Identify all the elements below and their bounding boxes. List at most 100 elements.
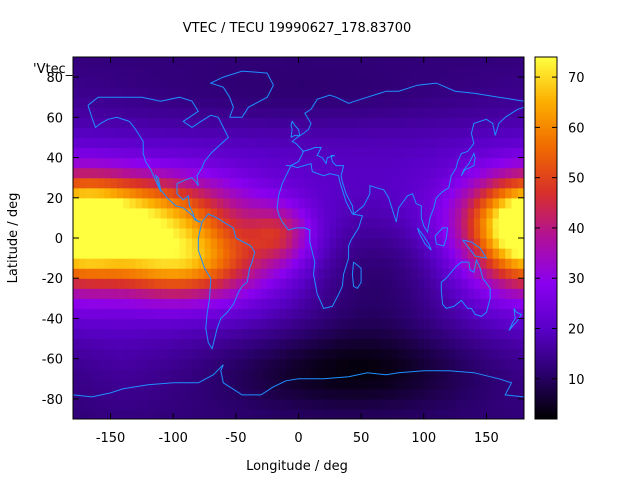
- heatmap-cell: [116, 318, 124, 330]
- heatmap-cell: [386, 157, 394, 169]
- heatmap-cell: [379, 388, 387, 400]
- heatmap-cell: [492, 248, 500, 259]
- heatmap-cell: [210, 87, 218, 98]
- heatmap-cell: [242, 388, 249, 400]
- heatmap-cell: [411, 167, 419, 179]
- heatmap-cell: [98, 187, 105, 199]
- heatmap-cell: [430, 127, 437, 139]
- heatmap-cell: [411, 217, 419, 229]
- chart-title: VTEC / TECU 19990627_178.83700: [183, 21, 412, 36]
- heatmap-cell: [110, 248, 118, 259]
- heatmap-cell: [373, 177, 381, 189]
- heatmap-cell: [104, 318, 112, 330]
- heatmap-cell: [166, 278, 174, 289]
- heatmap-cell: [223, 368, 231, 380]
- heatmap-cell: [267, 368, 275, 380]
- heatmap-cell: [223, 388, 231, 400]
- heatmap-cell: [73, 238, 80, 249]
- heatmap-cell: [267, 258, 275, 269]
- heatmap-cell: [492, 97, 500, 108]
- coastline-path: [462, 239, 488, 259]
- heatmap-cell: [417, 288, 425, 299]
- heatmap-cell: [342, 248, 350, 259]
- heatmap-cell: [373, 217, 381, 229]
- heatmap-cell: [91, 67, 99, 78]
- heatmap-cell: [116, 107, 124, 118]
- heatmap-cell: [417, 348, 425, 360]
- heatmap-cell: [248, 368, 256, 380]
- heatmap-cell: [198, 278, 206, 289]
- heatmap-cell: [436, 378, 444, 390]
- heatmap-cell: [210, 348, 218, 360]
- heatmap-cell: [173, 117, 181, 128]
- heatmap-cell: [141, 348, 149, 360]
- heatmap-cell: [467, 388, 475, 400]
- heatmap-cell: [505, 378, 513, 390]
- heatmap-cell: [348, 308, 356, 320]
- heatmap-cell: [85, 398, 93, 410]
- heatmap-cell: [492, 147, 500, 159]
- heatmap-cell: [223, 137, 231, 149]
- heatmap-cell: [379, 97, 387, 108]
- heatmap-cell: [467, 398, 475, 410]
- heatmap-cell: [311, 137, 318, 149]
- x-tick-label: 100: [411, 431, 436, 446]
- heatmap-cell: [260, 77, 268, 88]
- heatmap-cell: [267, 187, 275, 199]
- heatmap-cell: [267, 207, 275, 219]
- heatmap-cell: [242, 338, 249, 350]
- heatmap-cell: [423, 157, 431, 169]
- heatmap-cell: [110, 87, 118, 98]
- heatmap-cell: [336, 348, 343, 360]
- heatmap-cell: [104, 167, 112, 179]
- heatmap-cell: [135, 167, 143, 179]
- heatmap-cell: [160, 288, 168, 299]
- heatmap-cell: [129, 197, 137, 209]
- heatmap-cell: [329, 107, 337, 118]
- heatmap-cell: [217, 308, 224, 320]
- heatmap-cell: [473, 268, 481, 279]
- heatmap-cell: [298, 328, 306, 340]
- heatmap-cell: [386, 328, 394, 340]
- heatmap-cell: [492, 398, 500, 410]
- heatmap-cell: [242, 288, 249, 299]
- heatmap-cell: [473, 77, 481, 88]
- heatmap-cell: [417, 167, 425, 179]
- heatmap-cell: [91, 107, 99, 118]
- heatmap-cell: [198, 368, 206, 380]
- heatmap-cell: [298, 187, 306, 199]
- heatmap-cell: [217, 127, 224, 139]
- key-label: 'Vtec_: [33, 62, 73, 77]
- heatmap-cell: [367, 127, 375, 139]
- heatmap-cell: [198, 157, 206, 169]
- heatmap-cell: [367, 378, 375, 390]
- heatmap-cell: [166, 207, 174, 219]
- heatmap-cell: [198, 308, 206, 320]
- heatmap-cell: [98, 227, 105, 239]
- heatmap-cell: [204, 408, 212, 419]
- heatmap-cell: [179, 258, 187, 269]
- heatmap-cell: [442, 187, 450, 199]
- coastline-path: [508, 308, 523, 331]
- heatmap-cell: [517, 197, 524, 209]
- heatmap-cell: [292, 147, 300, 159]
- heatmap-cell: [179, 217, 187, 229]
- heatmap-cell: [317, 268, 325, 279]
- heatmap-cell: [260, 147, 268, 159]
- heatmap-cell: [254, 408, 262, 419]
- heatmap-cell: [223, 167, 231, 179]
- heatmap-cell: [461, 248, 469, 259]
- heatmap-cell: [242, 157, 249, 169]
- heatmap-cell: [254, 338, 262, 350]
- heatmap-cell: [260, 87, 268, 98]
- heatmap-cell: [79, 57, 87, 68]
- heatmap-cell: [110, 77, 118, 88]
- heatmap-cell: [273, 378, 281, 390]
- heatmap-cell: [473, 87, 481, 98]
- heatmap-cell: [217, 268, 224, 279]
- heatmap-cell: [185, 308, 193, 320]
- heatmap-cell: [354, 157, 362, 169]
- heatmap-cell: [379, 57, 387, 68]
- heatmap-cell: [273, 57, 281, 68]
- heatmap-cell: [511, 217, 519, 229]
